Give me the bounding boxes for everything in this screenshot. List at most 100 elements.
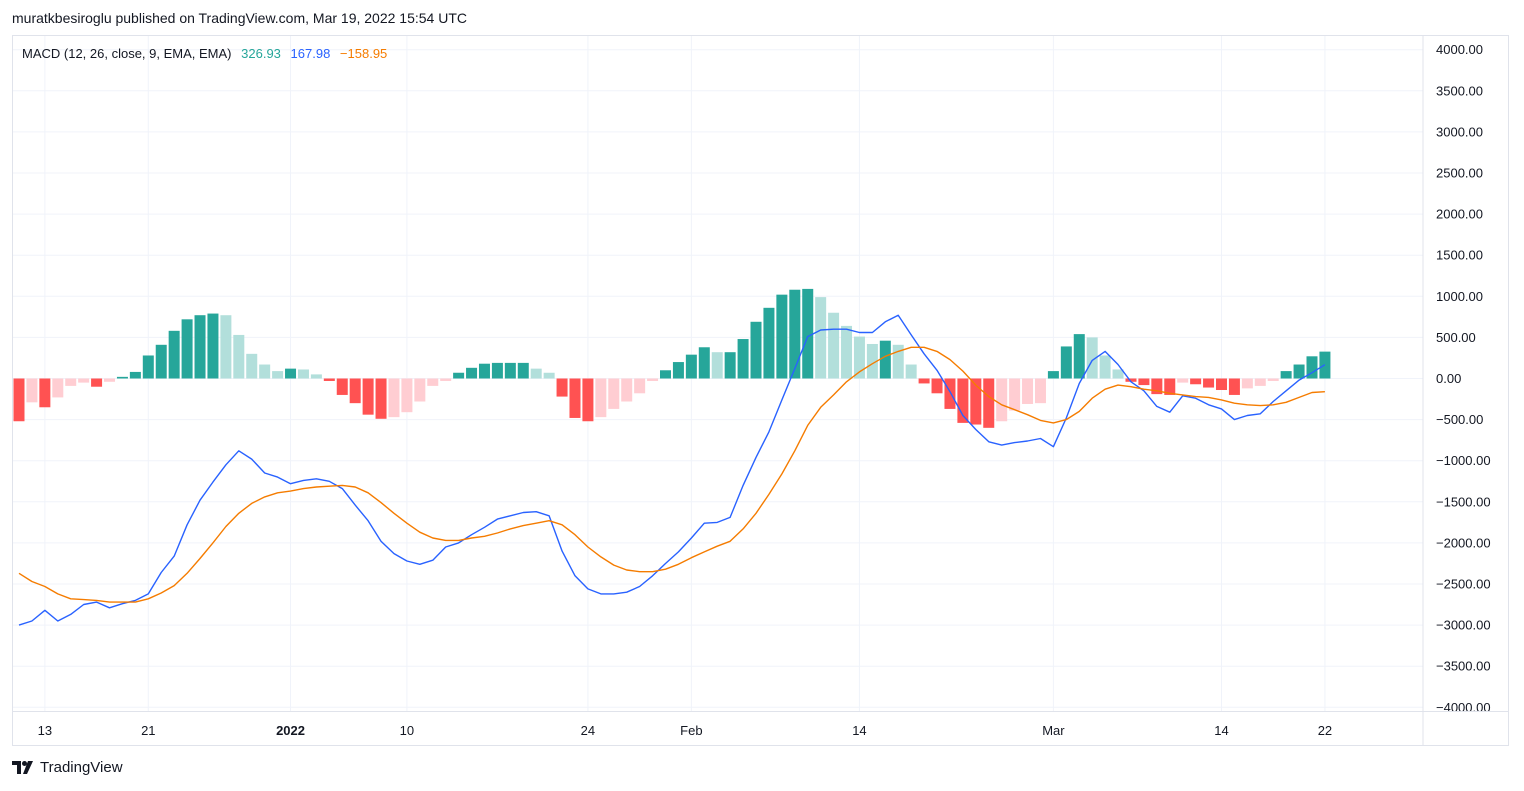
y-tick-label: −500.00 <box>1436 412 1483 427</box>
y-tick-label: 3000.00 <box>1436 124 1483 139</box>
histogram-bar <box>724 352 736 379</box>
histogram-bar <box>233 334 245 379</box>
histogram-bar <box>466 367 478 379</box>
y-tick-label: 1000.00 <box>1436 289 1483 304</box>
histogram-bar <box>1034 378 1046 404</box>
histogram-bar <box>517 362 529 379</box>
histogram-bar <box>672 362 684 379</box>
histogram-bar <box>272 371 284 379</box>
histogram-bar <box>1112 369 1124 379</box>
x-tick-label: 2022 <box>276 723 305 738</box>
histogram-bar <box>776 294 788 379</box>
histogram-bar <box>336 378 348 395</box>
histogram-bar <box>543 372 555 379</box>
tradingview-brand-text: TradingView <box>40 759 123 776</box>
histogram-bar <box>892 344 904 379</box>
histogram-bar <box>1060 346 1072 379</box>
x-tick-label: 14 <box>852 723 866 738</box>
histogram-bar <box>1138 378 1150 386</box>
x-tick-label: Mar <box>1042 723 1065 738</box>
legend-signal-value: −158.95 <box>339 46 388 61</box>
x-tick-label: 22 <box>1318 723 1332 738</box>
histogram-bar <box>323 378 335 381</box>
x-tick-label: 13 <box>38 723 52 738</box>
legend-macd-value: 167.98 <box>290 46 331 61</box>
chart-frame[interactable] <box>12 35 1509 746</box>
histogram-bar <box>595 378 607 418</box>
histogram-bar <box>491 362 503 379</box>
signal-line <box>18 346 1325 603</box>
y-tick-label: 3500.00 <box>1436 83 1483 98</box>
histogram-bar <box>944 378 956 409</box>
histogram-bar <box>530 368 542 379</box>
histogram-bar <box>608 378 620 409</box>
x-tick-label: 24 <box>581 723 595 738</box>
histogram-bar <box>26 378 38 403</box>
histogram-bar <box>815 297 827 379</box>
histogram-bar <box>1254 378 1266 386</box>
histogram-bar <box>297 369 309 379</box>
histogram-bar <box>440 378 452 381</box>
time-axis: 13 21 2022 10 24 Feb 14 Mar 14 22 <box>13 711 1509 738</box>
histogram-bar <box>504 362 516 379</box>
y-tick-label: 1500.00 <box>1436 248 1483 263</box>
histogram-bar <box>39 378 51 408</box>
histogram-bar <box>918 378 930 384</box>
histogram-bar <box>983 378 995 428</box>
histogram-bar <box>414 378 426 402</box>
histogram-bar <box>478 363 490 379</box>
tradingview-branding[interactable]: TradingView <box>12 759 123 776</box>
histogram-bar <box>78 378 90 383</box>
histogram-bar <box>1009 378 1021 411</box>
x-tick-label: 21 <box>141 723 155 738</box>
x-tick-label: 10 <box>400 723 414 738</box>
histogram-bar <box>388 378 400 418</box>
histogram-bar <box>879 340 891 379</box>
histogram-bar <box>634 378 646 394</box>
y-tick-label: −2000.00 <box>1436 535 1491 550</box>
histogram-bar <box>310 374 322 379</box>
y-tick-label: 4000.00 <box>1436 42 1483 57</box>
macd-line <box>18 314 1326 626</box>
legend-indicator-name: MACD (12, 26, close, 9, EMA, EMA) <box>22 46 232 61</box>
y-tick-label: −2500.00 <box>1436 577 1491 592</box>
y-tick-label: −1500.00 <box>1436 494 1491 509</box>
histogram-bar <box>866 343 878 379</box>
histogram-bar <box>427 378 439 386</box>
histogram-bar <box>970 378 982 425</box>
y-tick-label: −3500.00 <box>1436 659 1491 674</box>
histogram-bar <box>1086 337 1098 379</box>
price-axis: 4000.00 3500.00 3000.00 2500.00 2000.00 1500.… <box>1422 36 1491 745</box>
histogram-bar <box>207 313 219 379</box>
histogram-bar <box>349 378 361 404</box>
x-tick-label: Feb <box>680 723 702 738</box>
histogram-bar <box>685 354 697 379</box>
histogram-bar <box>1047 371 1059 379</box>
histogram-bar <box>1306 356 1318 379</box>
histogram-bar <box>1099 355 1111 379</box>
histogram-bar <box>789 289 801 379</box>
histogram-bar <box>168 330 180 379</box>
histogram-bar <box>142 355 154 379</box>
histogram-bar <box>750 321 762 379</box>
histogram-bar <box>1073 334 1085 379</box>
histogram-bar <box>1022 378 1034 404</box>
indicator-legend[interactable]: MACD (12, 26, close, 9, EMA, EMA) 326.93… <box>22 46 393 61</box>
y-tick-label: −1000.00 <box>1436 453 1491 468</box>
histogram-bar <box>1177 378 1189 383</box>
histogram-bar <box>853 336 865 379</box>
histogram-bar <box>647 378 659 381</box>
histogram-bar <box>1215 378 1227 391</box>
histogram-bar <box>996 378 1008 422</box>
histogram-bar <box>1267 378 1279 381</box>
histogram-bar <box>259 364 271 379</box>
histogram-bar <box>931 378 943 394</box>
histogram-bar <box>802 288 814 379</box>
histogram-bar <box>1228 378 1240 395</box>
histogram-bars <box>13 288 1331 428</box>
histogram-bar <box>181 319 193 379</box>
histogram-bar <box>905 364 917 379</box>
histogram-bar <box>957 378 969 423</box>
y-tick-label: −3000.00 <box>1436 618 1491 633</box>
